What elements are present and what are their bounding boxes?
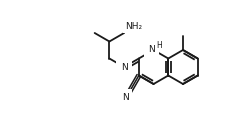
Text: N: N [121,62,128,72]
Text: N: N [148,46,155,54]
Text: NH₂: NH₂ [125,22,142,31]
Text: H: H [157,42,162,50]
Text: N: N [122,93,128,102]
